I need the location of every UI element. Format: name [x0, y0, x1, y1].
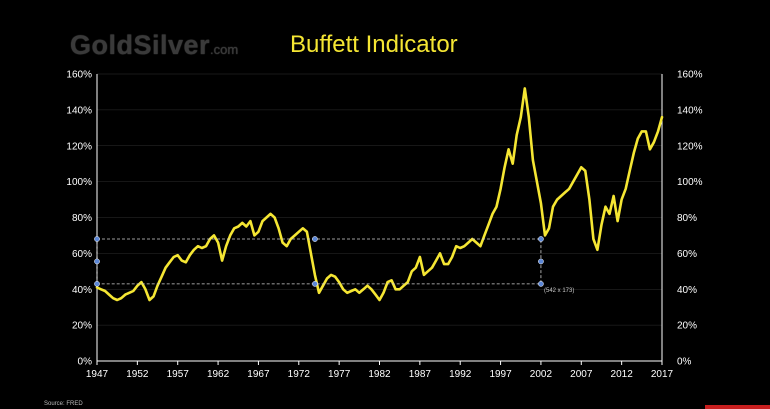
axes — [96, 74, 663, 365]
series-layer — [95, 87, 664, 302]
chart-title: Buffett Indicator — [290, 31, 458, 58]
selection-overlay: (542 x 173) — [94, 236, 574, 294]
brand-logo: GoldSilver.com — [70, 30, 238, 61]
y-axis-left: 0% 20% 40% 60% 80% 100% 120% 140% 160% — [66, 70, 92, 368]
selection-handle[interactable] — [94, 236, 100, 242]
x-tick-label: 2012 — [611, 369, 634, 380]
selection-handle[interactable] — [538, 236, 544, 242]
x-tick-label: 1957 — [167, 369, 190, 380]
x-tick-label: 2002 — [530, 369, 553, 380]
x-tick-label: 1977 — [328, 369, 351, 380]
y-tick-label-left: 160% — [66, 70, 92, 81]
x-tick-label: 2007 — [570, 369, 593, 380]
logo-suffix: .com — [210, 42, 239, 57]
x-tick-label: 1992 — [449, 369, 472, 380]
selection-rect[interactable] — [96, 238, 542, 285]
y-tick-label-right: 20% — [677, 321, 697, 332]
y-tick-label-left: 120% — [66, 141, 92, 152]
y-tick-label-right: 60% — [677, 249, 697, 260]
x-tick-label: 1962 — [207, 369, 230, 380]
y-tick-label-right: 140% — [677, 105, 703, 116]
logo-text: GoldSilver — [70, 30, 211, 60]
y-tick-label-left: 20% — [72, 321, 92, 332]
y-tick-label-right: 160% — [677, 70, 703, 81]
selection-size-label: (542 x 173) — [544, 288, 574, 294]
selection-handle[interactable] — [538, 281, 544, 287]
y-tick-label-right: 0% — [677, 357, 692, 368]
y-tick-label-right: 80% — [677, 213, 697, 224]
y-tick-label-left: 40% — [72, 285, 92, 296]
selection-handle[interactable] — [312, 236, 318, 242]
x-tick-label: 1982 — [368, 369, 391, 380]
x-tick-label: 1987 — [409, 369, 432, 380]
y-tick-label-right: 100% — [677, 177, 703, 188]
selection-handle[interactable] — [94, 281, 100, 287]
y-axis-right: 0% 20% 40% 60% 80% 100% 120% 140% 160% — [677, 70, 703, 368]
source-note: Source: FRED — [44, 401, 83, 407]
selection-handle[interactable] — [538, 258, 544, 265]
grid-lines — [97, 73, 662, 326]
y-tick-label-right: 40% — [677, 285, 697, 296]
y-tick-label-left: 60% — [72, 249, 92, 260]
y-tick-label-left: 80% — [72, 213, 92, 224]
x-tick-label: 1947 — [86, 369, 109, 380]
selection-handle[interactable] — [312, 281, 318, 287]
x-tick-label: 1997 — [489, 369, 512, 380]
x-tick-label: 1967 — [247, 369, 270, 380]
y-tick-label-left: 100% — [66, 177, 92, 188]
x-tick-label: 2017 — [651, 369, 674, 380]
y-tick-label-left: 140% — [66, 105, 92, 116]
y-tick-label-left: 0% — [78, 357, 93, 368]
y-tick-label-right: 120% — [677, 141, 703, 152]
selection-handle[interactable] — [94, 258, 100, 265]
x-axis: 1947 1952 1957 1962 1967 1972 1977 1982 1987 1992… — [86, 369, 674, 380]
x-tick-label: 1972 — [288, 369, 311, 380]
x-tick-label: 1952 — [126, 369, 149, 380]
corner-bar — [705, 405, 770, 409]
series-line — [95, 87, 664, 302]
